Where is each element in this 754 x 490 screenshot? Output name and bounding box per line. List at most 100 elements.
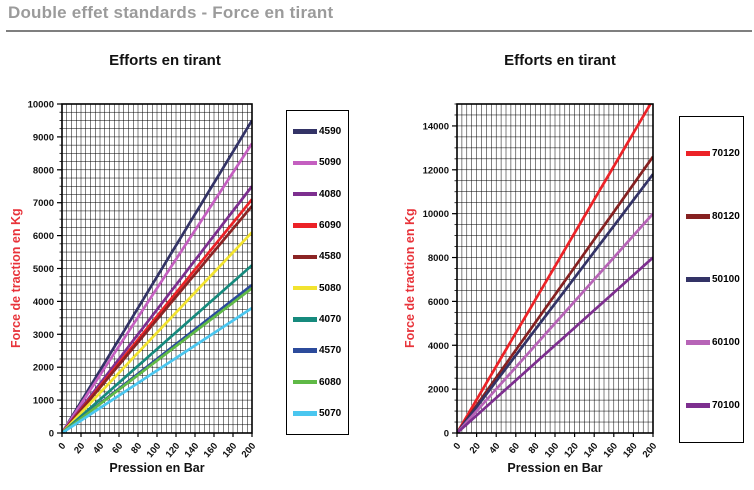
- x-tick-label: 20: [468, 441, 483, 456]
- plot-border: [456, 103, 654, 434]
- x-tick-label: 60: [110, 441, 125, 456]
- legend-item-5090: 5090: [287, 157, 348, 168]
- series-lines: [62, 119, 252, 433]
- legend-item-70100: 70100: [680, 400, 743, 411]
- x-tick-label: 160: [202, 441, 221, 460]
- series-line-70120: [457, 104, 652, 433]
- series-line-50100: [457, 173, 653, 433]
- legend-item-6090: 6090: [287, 220, 348, 231]
- legend-item-4070: 4070: [287, 314, 348, 325]
- legend-swatch: [293, 348, 317, 353]
- y-tick-label: 0: [444, 429, 449, 440]
- legend-swatch: [686, 214, 710, 219]
- title-underline: [6, 30, 752, 32]
- legend-label: 4070: [319, 313, 342, 325]
- y-tick-label: 2000: [33, 363, 54, 374]
- x-axis-label: Pression en Bar: [109, 461, 205, 475]
- x-tick-label: 120: [562, 441, 581, 460]
- legend-swatch: [293, 160, 317, 166]
- legend-swatch: [293, 129, 317, 134]
- series-line-6080: [62, 287, 252, 433]
- series-line-4080: [62, 185, 252, 433]
- legend-label: 4570: [319, 345, 342, 357]
- legend-item-70120: 70120: [680, 148, 743, 159]
- y-tick-label: 4000: [428, 341, 449, 352]
- x-tick-label: 20: [72, 441, 87, 456]
- x-tick-label: 0: [56, 441, 68, 452]
- y-axis-label: Force de traction en Kg: [9, 208, 23, 348]
- legend-item-50100: 50100: [680, 274, 743, 285]
- legend-item-4580: 4580: [287, 251, 348, 262]
- x-tick-label: 200: [641, 441, 660, 460]
- legend-swatch: [293, 191, 317, 197]
- legend-swatch: [293, 223, 317, 228]
- legend-label: 4580: [319, 251, 342, 263]
- x-tick-label: 60: [507, 441, 522, 456]
- x-tick-label: 180: [621, 441, 640, 460]
- y-tick-label: 14000: [423, 121, 449, 132]
- y-tick-label: 8000: [428, 253, 449, 264]
- x-tick-label: 100: [543, 441, 562, 460]
- series-line-4590: [62, 119, 252, 433]
- chart-left: Efforts en tirant 0 1000 2000 3000 4000 5000 6…: [0, 40, 380, 490]
- legend-label: 60100: [712, 337, 740, 348]
- legend-item-5080: 5080: [287, 283, 348, 294]
- x-tick-label: 160: [601, 441, 620, 460]
- y-tick-label: 6000: [428, 297, 449, 308]
- legend-label: 70100: [712, 400, 740, 411]
- chart-plot: 0100020003000400050006000700080009000100…: [28, 100, 259, 461]
- x-axis-label: Pression en Bar: [507, 461, 603, 475]
- y-tick-label: 10000: [423, 209, 449, 220]
- x-tick-label: 180: [221, 441, 240, 460]
- legend-swatch: [686, 277, 710, 282]
- series-line-5090: [62, 142, 252, 433]
- y-tick-label: 2000: [428, 385, 449, 396]
- chart-title: Efforts en tirant: [109, 52, 221, 69]
- legend-swatch: [293, 285, 317, 291]
- legend-item-6080: 6080: [287, 377, 348, 388]
- series-line-70100: [457, 256, 653, 433]
- legend-swatch: [686, 151, 710, 156]
- legend-label: 6090: [319, 220, 342, 232]
- x-tick-label: 200: [240, 441, 259, 460]
- legend-label: 4590: [319, 126, 342, 138]
- series-line-5080: [62, 231, 252, 433]
- legend-item-4590: 4590: [287, 126, 348, 137]
- y-tick-label: 9000: [33, 132, 54, 143]
- chart-title: Efforts en tirant: [504, 52, 616, 69]
- x-tick-label: 140: [582, 441, 601, 460]
- x-tick-label: 140: [183, 441, 202, 460]
- series-line-60100: [457, 212, 653, 433]
- y-tick-label: 3000: [33, 330, 54, 341]
- x-tick-label: 40: [91, 441, 106, 456]
- legend-swatch: [686, 403, 710, 408]
- page-title: Double effet standards - Force en tirant: [8, 3, 334, 22]
- legend-label: 5090: [319, 157, 342, 169]
- x-tick-label: 80: [129, 441, 144, 456]
- chart-plot: 0 2000 4000 6000 8000 10000 12000 14000 0 20 40 60 8…: [423, 103, 660, 460]
- legend-label: 70120: [712, 148, 740, 159]
- series-line-80120: [457, 155, 653, 433]
- legend-label: 4080: [319, 188, 342, 200]
- legend-item-5070: 5070: [287, 408, 348, 419]
- legend-swatch: [293, 411, 317, 416]
- x-tick-label: 80: [526, 441, 541, 456]
- y-tick-label: 10000: [28, 100, 54, 111]
- legend-swatch: [686, 340, 710, 345]
- series-line-4070: [62, 264, 252, 433]
- legend-label: 80120: [712, 211, 740, 222]
- y-tick-label: 1000: [33, 396, 54, 407]
- legend-swatch: [293, 379, 317, 385]
- x-tick-label: 120: [164, 441, 183, 460]
- legend-item-60100: 60100: [680, 337, 743, 348]
- series-lines: [457, 104, 653, 433]
- legend-item-80120: 80120: [680, 211, 743, 222]
- series-line-4580: [62, 205, 252, 433]
- y-tick-label: 5000: [33, 264, 54, 275]
- legend-item-4570: 4570: [287, 345, 348, 356]
- legend-label: 5080: [319, 282, 342, 294]
- legend-swatch: [293, 254, 317, 260]
- plot-border: [61, 103, 253, 434]
- x-tick-label: 0: [451, 441, 463, 452]
